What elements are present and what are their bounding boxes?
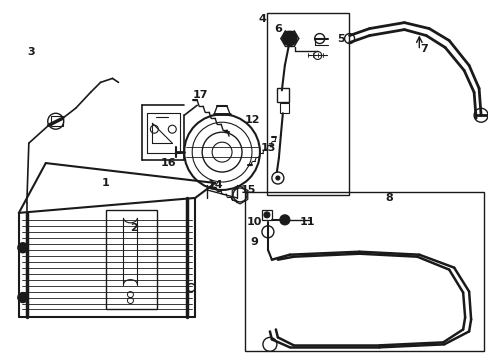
Text: 4: 4 <box>259 14 266 24</box>
Bar <box>262 210 271 220</box>
Text: 15: 15 <box>240 185 255 195</box>
Text: 1: 1 <box>102 178 109 188</box>
Text: 17: 17 <box>192 90 207 100</box>
Bar <box>51 116 62 126</box>
Text: 9: 9 <box>249 237 257 247</box>
Circle shape <box>264 212 269 218</box>
Text: 16: 16 <box>160 158 176 168</box>
Bar <box>276 88 288 102</box>
Bar <box>279 103 288 113</box>
Bar <box>244 192 483 351</box>
Text: 6: 6 <box>273 24 281 33</box>
Circle shape <box>282 32 296 45</box>
Circle shape <box>275 176 279 180</box>
Bar <box>105 210 157 310</box>
Text: 5: 5 <box>336 33 344 44</box>
Circle shape <box>279 215 289 225</box>
Bar <box>266 13 348 195</box>
Text: 11: 11 <box>300 217 315 227</box>
Text: 2: 2 <box>130 223 138 233</box>
Circle shape <box>18 293 28 302</box>
Text: 7: 7 <box>420 44 427 54</box>
Text: 3: 3 <box>27 48 35 58</box>
Text: 10: 10 <box>246 217 261 227</box>
Text: 14: 14 <box>207 180 223 190</box>
Text: 13: 13 <box>260 143 275 153</box>
Text: 8: 8 <box>385 193 392 203</box>
Text: 12: 12 <box>244 115 259 125</box>
Circle shape <box>18 243 28 253</box>
